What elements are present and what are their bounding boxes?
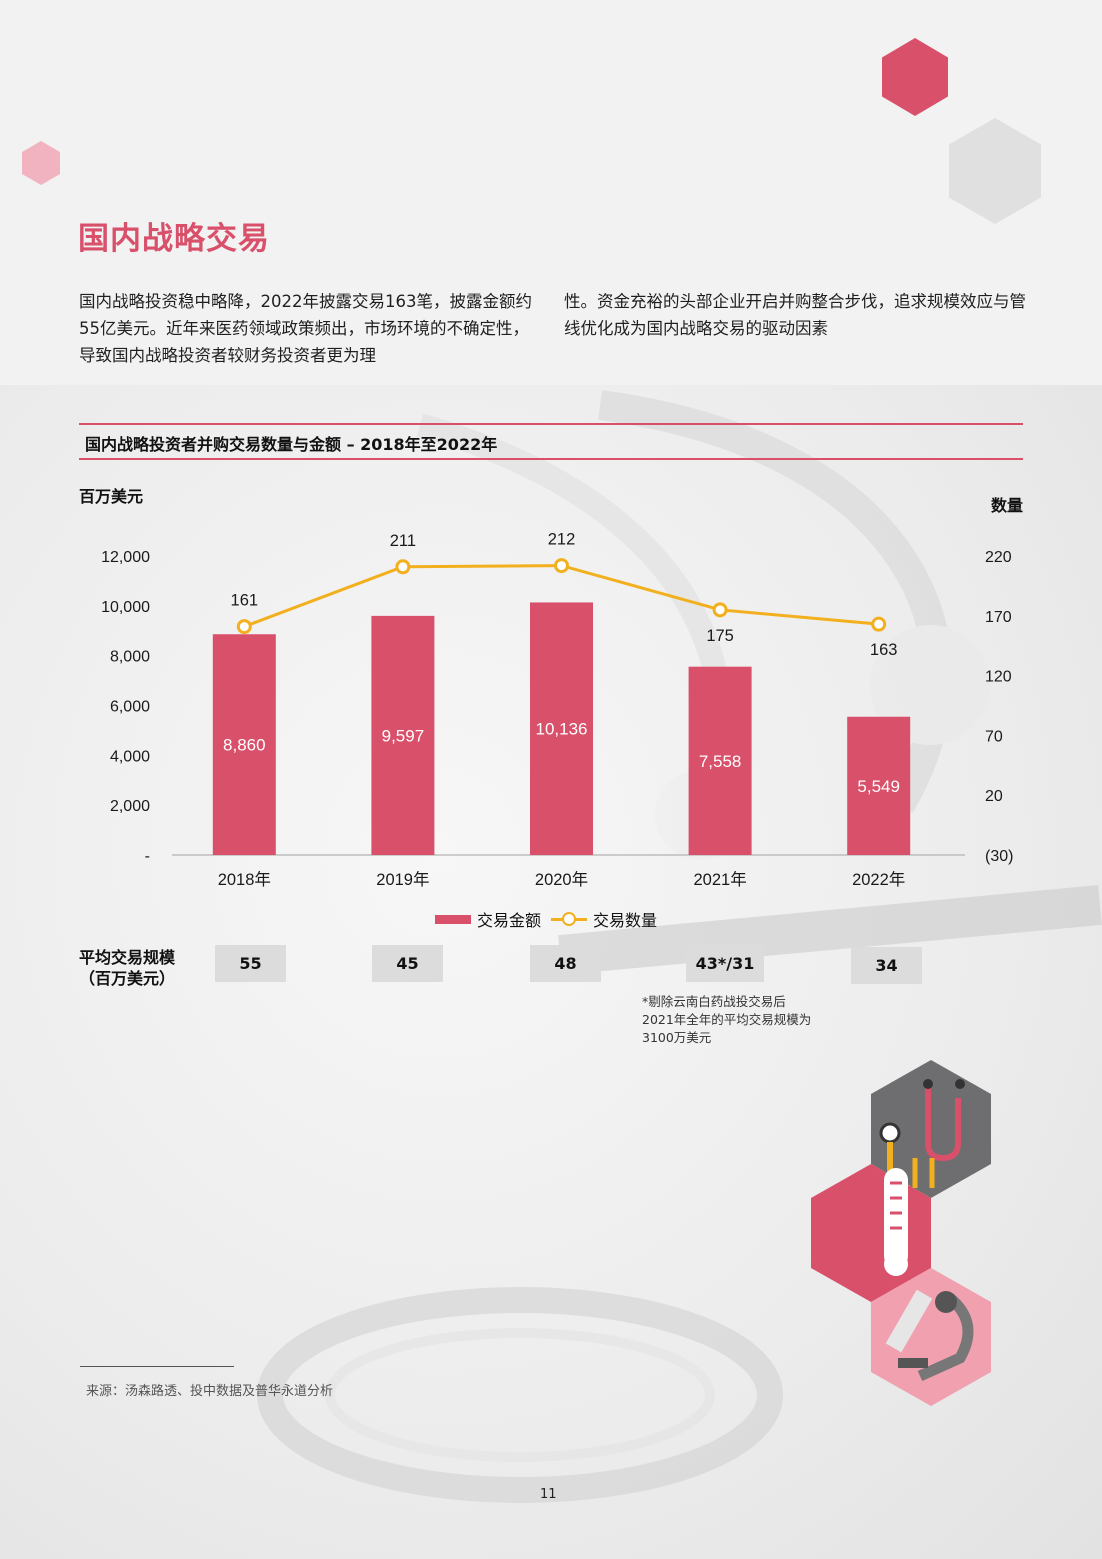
medical-icons-cluster: [811, 1060, 991, 1406]
source-note: 来源：汤森路透、投中数据及普华永道分析: [86, 1384, 334, 1399]
page-title: 国内战略交易: [78, 221, 270, 257]
legend-bar-label: 交易金额: [477, 911, 542, 930]
y2-tick-label: 70: [985, 728, 1003, 745]
legend-bar-swatch: [435, 914, 471, 924]
count-value-label: 212: [548, 531, 576, 549]
combo-chart: - 2,000 4,000 6,000 8,000 10,000 12,000 (30) 20 7…: [101, 531, 1013, 889]
y2-axis-label: 数量: [991, 496, 1024, 515]
y-tick-label: 4,000: [110, 748, 150, 765]
count-point: [236, 619, 252, 635]
count-value-label: 163: [870, 641, 898, 659]
intro-paragraph-left: 国内战略投资稳中略降，2022年披露交易163笔，披露金额约55亿美元。近年来医…: [79, 292, 532, 365]
count-value-label: 175: [706, 627, 734, 645]
y2-tick-label: 220: [985, 549, 1012, 566]
bar: [371, 615, 435, 855]
x-tick-label: 2020年: [535, 870, 588, 889]
bar-value-label: 7,558: [699, 752, 742, 771]
y2-tick-label: (30): [985, 848, 1013, 865]
bar: [847, 716, 911, 855]
avg-size-label-line1: 平均交易规模: [79, 948, 176, 967]
decor-hexagon-red: [882, 38, 948, 116]
x-tick-label: 2018年: [218, 870, 271, 889]
stethoscope-icon: [871, 1060, 991, 1198]
count-point: [712, 602, 728, 618]
count-point: [395, 559, 411, 575]
y-tick-label: 8,000: [110, 649, 150, 666]
y2-tick-label: 170: [985, 609, 1012, 626]
legend-line-swatch: [551, 911, 588, 926]
bar-value-label: 9,597: [382, 726, 425, 745]
source-rule: [80, 1366, 234, 1367]
x-tick-label: 2019年: [376, 870, 429, 889]
y2-tick-label: 120: [985, 669, 1012, 686]
bar-value-label: 10,136: [536, 720, 588, 739]
chart-title: 国内战略投资者并购交易数量与金额 – 2018年至2022年: [85, 435, 498, 454]
bar-value-label: 5,549: [857, 777, 900, 796]
chart-legend: 交易金额 交易数量: [435, 907, 657, 931]
avg-footnote: *剔除云南白药战投交易后2021年全年的平均交易规模为3100万美元: [642, 994, 812, 1045]
y-tick-label: 10,000: [101, 599, 150, 616]
y-axis-label: 百万美元: [79, 487, 144, 506]
microscope-icon: [871, 1268, 991, 1406]
count-point: [871, 616, 887, 632]
avg-size-label-line2: （百万美元）: [79, 969, 176, 988]
y-tick-label: 6,000: [110, 699, 150, 716]
legend-line-label: 交易数量: [593, 911, 658, 930]
y-tick-label: 2,000: [110, 798, 150, 815]
count-value-label: 211: [390, 532, 416, 550]
count-value-label: 161: [231, 592, 259, 610]
x-tick-label: 2022年: [852, 870, 905, 889]
thermometer-icon: [811, 1164, 931, 1302]
avg-box-2021: 43*/31: [686, 945, 764, 982]
y-tick-label: -: [145, 848, 150, 865]
y2-tick-label: 20: [985, 788, 1003, 805]
bar: [688, 666, 752, 855]
x-tick-label: 2021年: [693, 870, 746, 889]
avg-box-2022: 34: [851, 947, 922, 984]
y-tick-label: 12,000: [101, 549, 150, 566]
intro-paragraph-right: 性。资金充裕的头部企业开启并购整合步伐，追求规模效应与管线优化成为国内战略交易的…: [564, 292, 1026, 338]
bar-value-label: 8,860: [223, 736, 266, 755]
count-point: [554, 558, 569, 574]
bar: [212, 634, 276, 855]
chart-title-bar: 国内战略投资者并购交易数量与金额 – 2018年至2022年: [79, 423, 1023, 460]
page-number: 11: [540, 1487, 557, 1502]
avg-box-2020: 48: [530, 945, 601, 982]
avg-size-label: 平均交易规模 （百万美元）: [79, 947, 175, 989]
bar: [530, 602, 593, 855]
avg-box-2019: 45: [372, 945, 443, 982]
avg-box-2018: 55: [215, 945, 286, 982]
